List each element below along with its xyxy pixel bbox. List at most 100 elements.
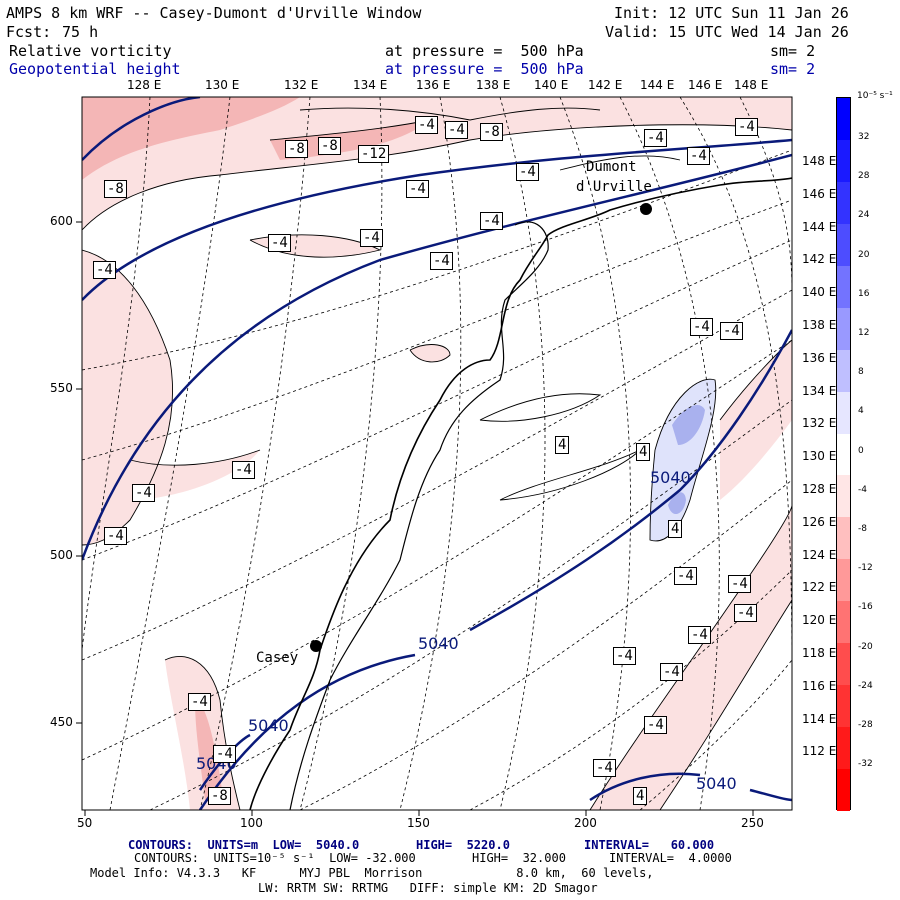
height-contours: [82, 97, 792, 810]
colorbar-swatch: [837, 601, 850, 644]
neg-vorticity-region-west: [82, 250, 173, 545]
graticule-parallel: [82, 239, 792, 561]
vorticity-contour-label: -4: [415, 116, 438, 134]
graticule-parallel: [82, 199, 792, 461]
vorticity-contour-label: -8: [318, 137, 341, 155]
vorticity-contour-label: -4: [720, 322, 743, 340]
right-lon-label: 116 E: [802, 678, 837, 693]
colorbar-swatch: [837, 307, 850, 350]
vorticity-contour-label: -4: [445, 121, 468, 139]
right-lon-label: 124 E: [802, 547, 837, 562]
field1-smoothing: sm= 2: [770, 42, 816, 60]
graticule-meridian: [109, 97, 231, 810]
field2-smoothing: sm= 2: [770, 60, 816, 78]
colorbar-swatch: [837, 769, 850, 811]
right-lon-label: 114 E: [802, 711, 837, 726]
vorticity-contour-label: -4: [480, 212, 503, 230]
vorticity-contour-label: -4: [688, 626, 711, 644]
vorticity-contour-label: -4: [644, 716, 667, 734]
x-tick-label: 250: [741, 816, 764, 830]
top-lon-label: 148 E: [734, 78, 769, 92]
fcst-value: 75 h: [62, 23, 99, 41]
station-marker-casey: [310, 640, 322, 652]
colorbar-swatch: [837, 98, 850, 140]
vorticity-contour-label: -4: [132, 484, 155, 502]
footer-vorticity-high: HIGH= 32.000: [472, 851, 566, 865]
vorticity-contour-label: 4: [668, 520, 683, 538]
right-lon-label: 138 E: [802, 318, 837, 332]
vorticity-contour-label: -4: [660, 663, 683, 681]
vorticity-contour: [499, 449, 641, 501]
vorticity-contour-label: -4: [728, 575, 751, 593]
colorbar-swatch: [837, 559, 850, 602]
vorticity-contour-label: 4: [555, 436, 570, 454]
colorbar-label: -12: [858, 563, 873, 574]
colorbar-swatch: [837, 685, 850, 728]
colorbar-label: -28: [858, 720, 873, 730]
colorbar-label: -20: [858, 641, 873, 652]
field1-level: at pressure = 500 hPa: [385, 42, 584, 60]
colorbar-swatch: [837, 223, 850, 266]
vorticity-contour: [719, 339, 792, 421]
height-contour-label: 5040: [248, 716, 289, 735]
field1-name: Relative vorticity: [9, 42, 172, 60]
neg-vorticity-region-north: [82, 97, 792, 230]
top-lon-label: 136 E: [416, 78, 451, 92]
vorticity-contour: [164, 656, 241, 810]
vorticity-contour-label: -8: [104, 180, 127, 198]
colorbar-swatch: [837, 391, 850, 434]
right-lon-label: 118 E: [802, 646, 837, 660]
colorbar-label: 8: [858, 367, 864, 378]
station-label-casey: Casey: [256, 650, 299, 666]
vorticity-contour-label: -12: [358, 145, 390, 163]
colorbar-label: 24: [858, 210, 870, 221]
vorticity-contour-label: -4: [734, 604, 757, 622]
graticule-meridian: [399, 97, 462, 810]
right-lon-label: 142 E: [802, 252, 837, 267]
vorticity-contour-label: -4: [687, 147, 710, 165]
footer-height-interval: INTERVAL= 60.000: [584, 838, 715, 852]
colorbar-label: 0: [858, 445, 864, 456]
vorticity-contour: [589, 504, 792, 810]
colorbar-swatch: [837, 139, 850, 182]
colorbar-swatch: [837, 517, 850, 560]
station-label-dumont-line2: d'Urville: [576, 179, 652, 195]
y-tick-label: 600: [50, 214, 73, 228]
vorticity-contour: [299, 107, 601, 121]
vorticity-contour: [249, 234, 382, 258]
fcst-label: Fcst:: [6, 23, 52, 41]
colorbar-label: -4: [858, 484, 867, 495]
plot-frame: [81, 96, 793, 811]
right-lon-label: 148 E: [802, 154, 837, 168]
vorticity-contour-label: -4: [430, 252, 453, 270]
pos-vorticity-core-a: [672, 405, 705, 445]
graticule-parallel: [82, 149, 792, 371]
colorbar-swatch: [837, 643, 850, 686]
colorbar-swatch: [837, 475, 850, 518]
height-contour: [82, 97, 201, 161]
neg-vorticity-band-east: [720, 340, 792, 500]
footer-vorticity-interval: INTERVAL= 4.0000: [609, 851, 732, 865]
vorticity-contour: [479, 393, 602, 422]
colorbar-label: 4: [858, 406, 864, 417]
right-lon-label: 132 E: [802, 416, 837, 431]
vorticity-contour-label: -4: [360, 229, 383, 247]
vorticity-contour-label: -4: [593, 759, 616, 777]
top-lon-label: 130 E: [205, 78, 240, 92]
neg-vorticity-patch-center: [410, 344, 450, 362]
colorbar-label: 28: [858, 171, 870, 182]
vorticity-contour: [269, 119, 431, 141]
right-lon-label: 120 E: [802, 613, 837, 628]
colorbar-label: 16: [858, 288, 870, 299]
colorbar-label: -32: [858, 759, 873, 770]
graticule-parallel: [82, 289, 792, 661]
init-time: Init: 12 UTC Sun 11 Jan 26: [614, 4, 849, 22]
x-tick-label: 100: [240, 816, 263, 830]
colorbar-label: -16: [858, 602, 873, 613]
vorticity-contour-label: -4: [735, 118, 758, 136]
y-tick-label: 500: [50, 548, 73, 562]
vorticity-contour-label: -4: [674, 567, 697, 585]
footer-vorticity-contours: CONTOURS: UNITS=10⁻⁵ s⁻¹ LOW= -32.000: [134, 851, 416, 865]
height-contour-label: 5040: [418, 634, 459, 653]
valid-time: Valid: 15 UTC Wed 14 Jan 26: [605, 23, 849, 41]
